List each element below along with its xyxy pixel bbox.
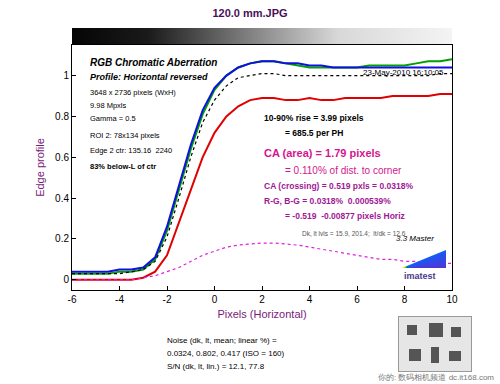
svg-text:1: 1 [63,70,69,81]
svg-text:23-May-2010 16:10:05: 23-May-2010 16:10:05 [363,68,444,77]
svg-text:0: 0 [63,274,69,285]
svg-text:你的: 数码相机频道 dc.it168.com: 你的: 数码相机频道 dc.it168.com [378,373,494,382]
svg-text:-6: -6 [68,294,77,305]
svg-text:imatest: imatest [404,271,436,281]
svg-text:10: 10 [446,294,458,305]
svg-text:8: 8 [402,294,408,305]
svg-text:0.4: 0.4 [55,193,69,204]
svg-text:4: 4 [307,294,313,305]
svg-text:9.98 Mpxls: 9.98 Mpxls [90,101,127,110]
svg-text:0: 0 [212,294,218,305]
svg-text:0.6: 0.6 [55,152,69,163]
svg-text:0.8: 0.8 [55,111,69,122]
svg-text:Edge profile: Edge profile [34,138,46,197]
svg-text:Dk, lt lvls = 15.9, 201.4; lt: Dk, lt lvls = 15.9, 201.4; lt/dk = 12.6 [302,230,406,237]
svg-text:120.0 mm.JPG: 120.0 mm.JPG [212,7,287,19]
svg-text:3.3 Master: 3.3 Master [396,234,434,243]
svg-text:10-90% rise = 3.99 pixels: 10-90% rise = 3.99 pixels [264,113,364,123]
svg-text:2: 2 [259,294,265,305]
svg-text:RGB Chromatic Aberration: RGB Chromatic Aberration [90,57,217,68]
svg-text:3648 x 2736 pixels (WxH): 3648 x 2736 pixels (WxH) [90,88,176,97]
svg-text:CA (area) = 1.79 pixels: CA (area) = 1.79 pixels [264,147,381,159]
svg-text:Gamma = 0.5: Gamma = 0.5 [90,114,136,123]
svg-text:83% below-L of ctr: 83% below-L of ctr [90,162,156,171]
svg-text:= 685.5 per PH: = 685.5 per PH [285,128,343,138]
svg-text:0.2: 0.2 [55,233,69,244]
svg-text:Edge 2 ctr: 135.16 2240: Edge 2 ctr: 135.16 2240 [90,146,172,155]
svg-text:Profile: Horizontal reversed: Profile: Horizontal reversed [90,72,208,82]
svg-text:R-G, B-G = 0.0318% 0.000539%: R-G, B-G = 0.0318% 0.000539% [264,196,391,206]
svg-text:Noise (dk, lt, mean; linear %): Noise (dk, lt, mean; linear %) = [167,336,277,345]
svg-text:ROI 2: 78x134 pixels: ROI 2: 78x134 pixels [90,131,160,140]
svg-text:= 0.110% of dist. to corner: = 0.110% of dist. to corner [285,165,402,176]
svg-text:6: 6 [354,294,360,305]
svg-text:= -0.519 -0.00877 pixels Hori: = -0.519 -0.00877 pixels Horiz [285,211,405,221]
svg-text:0.0324, 0.802, 0.417 (ISO = 16: 0.0324, 0.802, 0.417 (ISO = 160) [167,349,285,358]
svg-text:-4: -4 [115,294,124,305]
svg-text:S/N (dk, lt, lin.) = 12.1, 77.: S/N (dk, lt, lin.) = 12.1, 77.8 [167,362,265,371]
svg-text:-2: -2 [163,294,172,305]
svg-text:CA (crossing) = 0.519 pxls = 0: CA (crossing) = 0.519 pxls = 0.0318% [264,181,413,191]
svg-text:Pixels (Horizontal): Pixels (Horizontal) [217,308,306,320]
